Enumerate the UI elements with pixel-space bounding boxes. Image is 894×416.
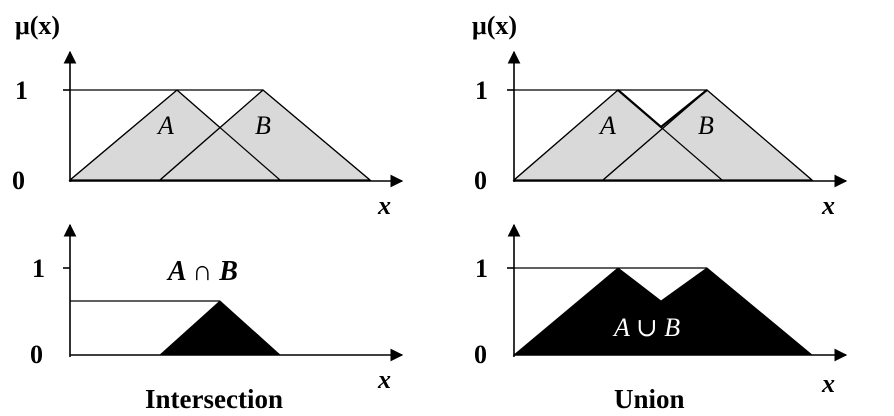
panel-top-right: μ(x) 1 0 x A B — [472, 11, 848, 220]
caption-intersection: Intersection — [145, 384, 283, 414]
tick-one-label: 1 — [475, 76, 488, 105]
panel-bottom-right: 1 0 x A ∪ B Union — [474, 223, 848, 414]
set-a-label: A — [598, 111, 616, 140]
panel-bottom-left: 1 0 x A ∩ B Intersection — [30, 223, 404, 414]
x-axis-label: x — [377, 365, 391, 394]
set-a-label: A — [156, 111, 174, 140]
intersection-label: A ∩ B — [166, 256, 238, 287]
set-b-label: B — [698, 111, 714, 140]
tick-zero-label: 0 — [474, 166, 487, 195]
tick-one-label: 1 — [15, 76, 28, 105]
tick-zero-label: 0 — [30, 340, 43, 369]
tick-one-label: 1 — [475, 254, 488, 283]
panel-top-left: μ(x) 1 0 x A B — [12, 11, 404, 220]
x-axis-label: x — [377, 191, 391, 220]
x-axis-label: x — [821, 191, 835, 220]
y-axis-label: μ(x) — [472, 11, 517, 40]
tick-one-label: 1 — [32, 254, 45, 283]
tick-zero-label: 0 — [12, 166, 25, 195]
y-axis-label: μ(x) — [15, 11, 60, 40]
x-axis-label: x — [821, 369, 835, 398]
intersection-region — [158, 300, 282, 356]
union-label: A ∪ B — [612, 313, 680, 342]
tick-zero-label: 0 — [474, 340, 487, 369]
union-envelope-top — [617, 89, 708, 129]
caption-union: Union — [614, 384, 685, 414]
set-b-label: B — [255, 111, 271, 140]
